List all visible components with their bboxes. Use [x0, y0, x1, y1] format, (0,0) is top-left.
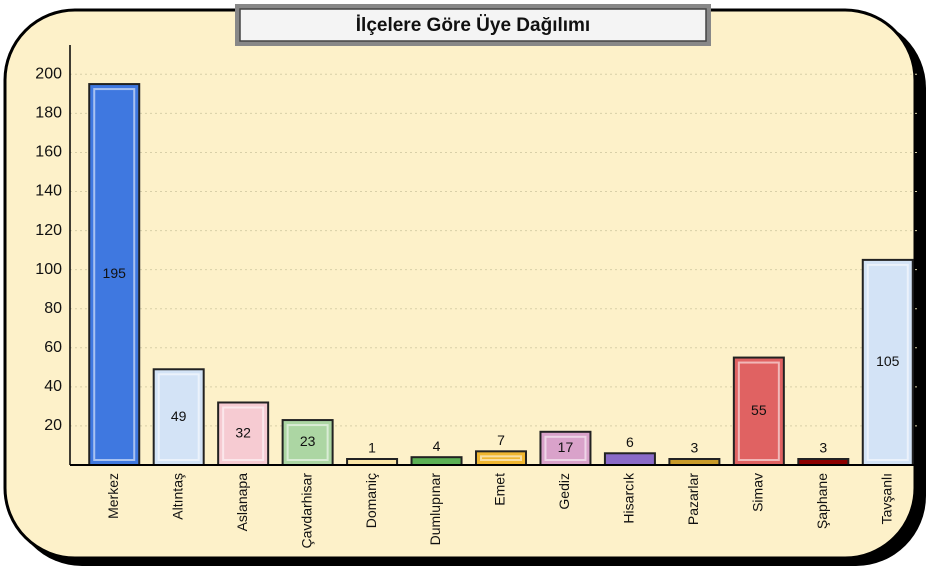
x-tick-label: Aslanapa — [234, 473, 250, 532]
y-tick-label: 180 — [35, 105, 62, 122]
y-tick-label: 120 — [35, 222, 62, 239]
bar — [281, 419, 334, 466]
bar-bevel — [222, 406, 265, 461]
bar-bevel — [286, 424, 329, 461]
data-label: 1 — [368, 440, 376, 456]
bar-bevel — [93, 88, 136, 462]
y-tick-label: 200 — [35, 66, 62, 83]
y-tick-label: 100 — [35, 261, 62, 278]
data-label: 7 — [497, 432, 505, 448]
title-box — [239, 8, 707, 42]
data-label: 4 — [433, 438, 441, 454]
x-tick-label: Emet — [492, 473, 508, 506]
x-tick-label: Domaniç — [363, 473, 379, 528]
data-label: 23 — [300, 433, 316, 449]
data-label: 3 — [690, 440, 698, 456]
bar — [475, 450, 527, 467]
bar — [152, 368, 205, 467]
x-tick-label: Gediz — [556, 473, 572, 510]
bar — [410, 456, 463, 466]
x-tick-label: Çavdarhisar — [298, 473, 314, 549]
bar-bevel — [157, 373, 200, 462]
data-label: 195 — [103, 265, 127, 281]
bar — [732, 356, 785, 466]
x-tick-label: Pazarlar — [685, 473, 701, 525]
bar — [88, 83, 141, 467]
data-label: 55 — [751, 402, 767, 418]
bar — [603, 452, 656, 467]
y-tick-label: 60 — [44, 339, 62, 356]
bar-bevel — [737, 361, 780, 461]
x-tick-label: Şaphane — [814, 473, 830, 529]
bar — [861, 258, 914, 466]
chart-title: İlçelere Göre Üye Dağılımı — [356, 15, 590, 36]
y-tick-label: 20 — [44, 417, 62, 434]
y-tick-label: 160 — [35, 144, 62, 161]
bar-bevel — [544, 435, 587, 462]
y-tick-label: 40 — [44, 378, 62, 395]
x-tick-label: Dumlupınar — [427, 473, 443, 546]
data-label: 17 — [558, 439, 574, 455]
data-label: 105 — [876, 353, 900, 369]
bar-bevel — [480, 455, 522, 462]
y-tick-label: 80 — [44, 300, 62, 317]
x-tick-label: Merkez — [105, 473, 121, 519]
data-label: 3 — [819, 440, 827, 456]
plot: 20 40 60 80 100 120 140 160 180 200 Merkez 195 Altın… — [35, 45, 920, 548]
data-label: 49 — [171, 408, 187, 424]
bar-bevel — [866, 263, 909, 461]
panel — [3, 8, 917, 560]
y-tick-label: 140 — [35, 183, 62, 200]
x-tick-label: Simav — [750, 473, 766, 512]
x-tick-label: Tavşanlı — [878, 473, 894, 524]
x-tick-label: Altıntaş — [169, 473, 185, 520]
bar — [217, 401, 270, 466]
x-tick-label: Hisarcık — [621, 472, 637, 524]
data-label: 6 — [626, 434, 634, 450]
data-label: 32 — [235, 424, 251, 440]
